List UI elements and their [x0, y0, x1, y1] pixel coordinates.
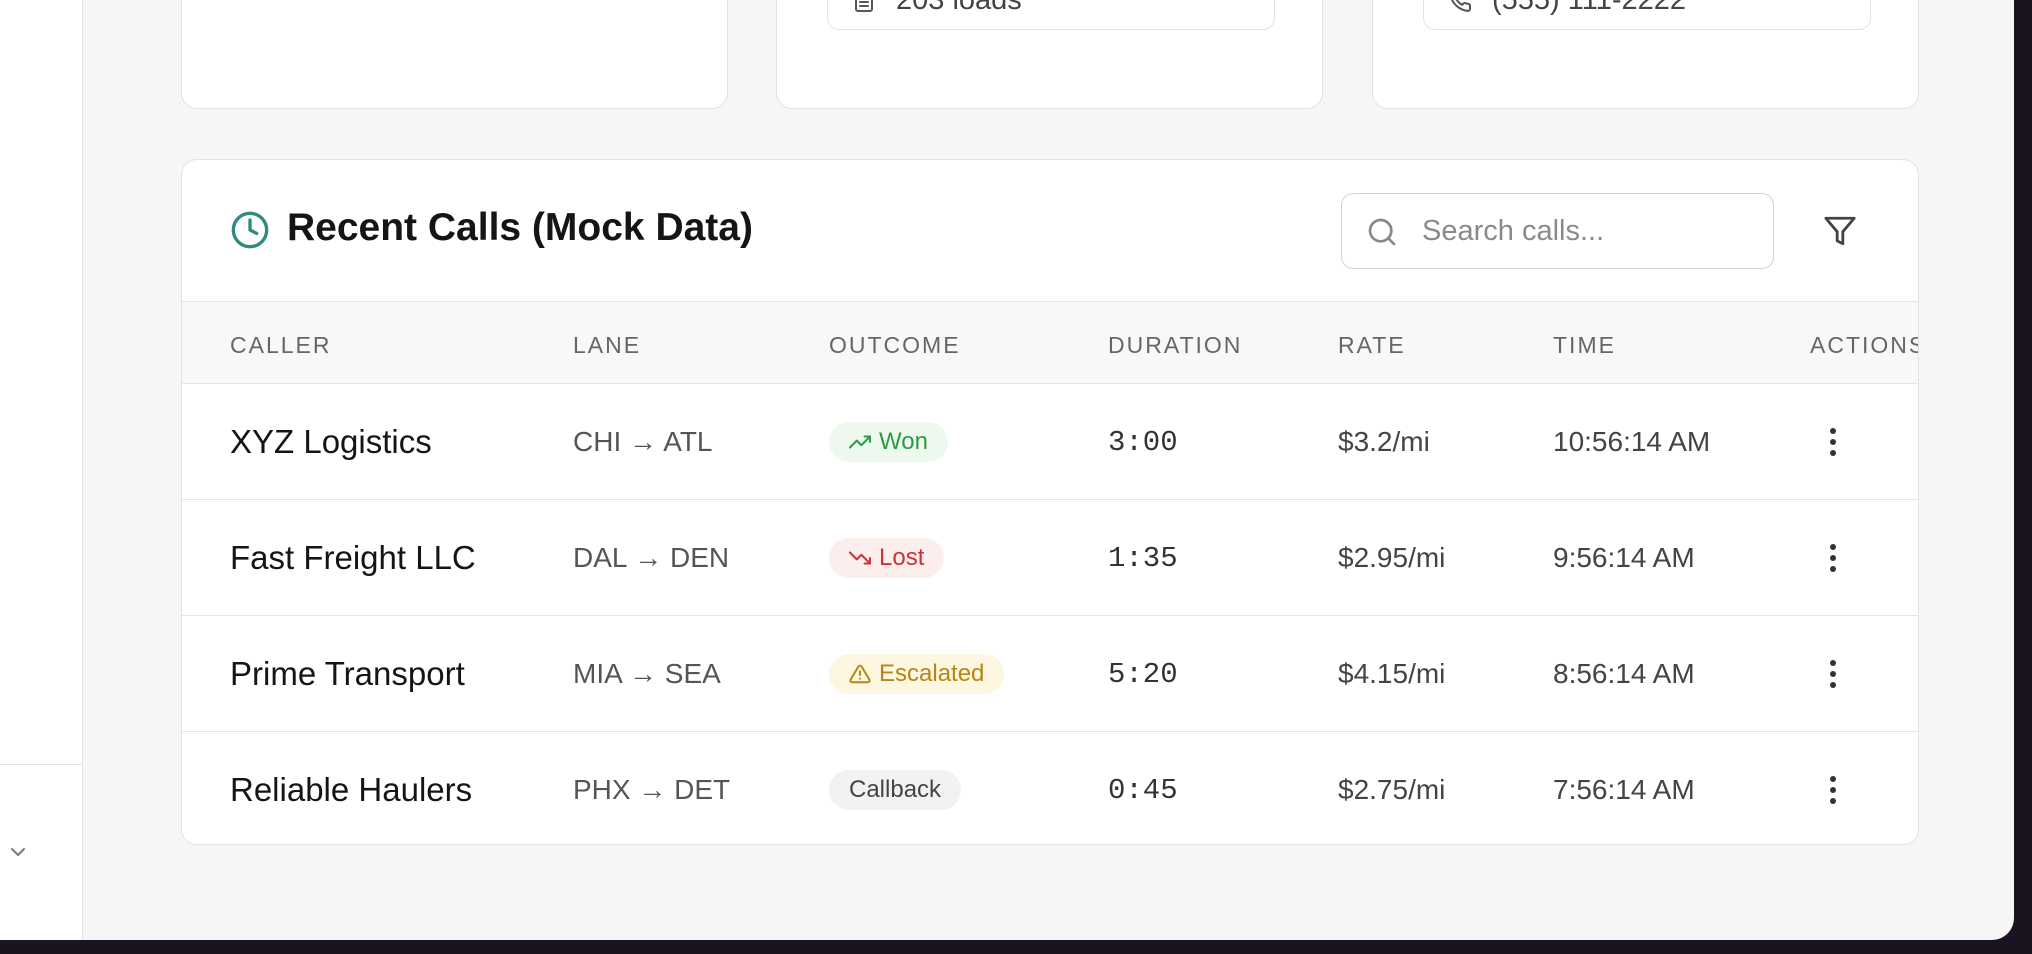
table-header: CALLER LANE OUTCOME DURATION RATE TIME A… [182, 302, 1918, 383]
column-header-duration[interactable]: DURATION [1108, 332, 1243, 358]
table-row[interactable]: Fast Freight LLC DAL → DEN Lost 1:35 $2.… [182, 499, 1918, 615]
outcome-label: Won [879, 428, 928, 455]
phone-number: (555) 111-2222 [1492, 0, 1687, 16]
duration: 1:35 [1108, 541, 1178, 575]
lane: PHX → DET [573, 774, 731, 805]
column-header-outcome[interactable]: OUTCOME [829, 332, 961, 358]
duration: 5:20 [1108, 657, 1178, 691]
duration: 0:45 [1108, 773, 1178, 807]
trending-up-icon [849, 435, 871, 449]
stat-card [181, 0, 728, 109]
lane: MIA → SEA [573, 658, 721, 689]
search-icon [1368, 218, 1396, 246]
phone-chip: (555) 111-2222 [1423, 0, 1871, 30]
more-vertical-icon[interactable] [1818, 425, 1848, 459]
recent-calls-header: Recent Calls (Mock Data) [182, 160, 1918, 302]
phone-icon [1451, 0, 1472, 12]
trending-down-icon [849, 551, 871, 565]
recent-calls-title: Recent Calls (Mock Data) [287, 206, 753, 249]
status-badge: Won [829, 422, 948, 462]
outcome-label: Lost [879, 544, 925, 571]
column-header-actions: ACTIONS [1810, 332, 1919, 358]
status-badge: Escalated [829, 654, 1005, 694]
alert-triangle-icon [849, 664, 871, 684]
column-header-time[interactable]: TIME [1553, 332, 1616, 358]
call-time: 8:56:14 AM [1553, 658, 1695, 689]
lane: DAL → DEN [573, 542, 730, 573]
call-time: 10:56:14 AM [1553, 426, 1711, 457]
search-box[interactable] [1341, 193, 1774, 269]
outcome-cell: Escalated [829, 616, 1005, 732]
call-time: 7:56:14 AM [1553, 774, 1695, 805]
search-input[interactable] [1422, 206, 1752, 256]
rate: $2.75/mi [1338, 774, 1446, 805]
table-row[interactable]: XYZ Logistics CHI → ATL Won 3:00 $3.2/mi… [182, 383, 1918, 499]
table-row[interactable]: Reliable Haulers PHX → DET Callback 0:45… [182, 731, 1918, 844]
clock-icon [231, 211, 269, 249]
rate: $2.95/mi [1338, 542, 1446, 573]
more-vertical-icon[interactable] [1818, 541, 1848, 575]
rate: $4.15/mi [1338, 658, 1446, 689]
loads-chip: 203 loads [827, 0, 1275, 30]
outcome-label: Escalated [879, 660, 985, 687]
more-vertical-icon[interactable] [1818, 773, 1848, 807]
column-header-rate[interactable]: RATE [1338, 332, 1406, 358]
stat-card: (555) 111-2222 [1372, 0, 1919, 109]
filter-icon[interactable] [1823, 214, 1857, 248]
loads-count: 203 loads [896, 0, 1022, 16]
outcome-cell: Won [829, 384, 948, 500]
sidebar [0, 0, 83, 940]
column-header-caller[interactable]: CALLER [230, 332, 332, 358]
status-badge: Lost [829, 538, 945, 578]
status-badge: Callback [829, 770, 962, 810]
column-header-lane[interactable]: LANE [573, 332, 642, 358]
outcome-label: Callback [849, 776, 942, 803]
outcome-cell: Callback [829, 732, 962, 844]
document-icon [855, 0, 873, 12]
more-vertical-icon[interactable] [1818, 657, 1848, 691]
app-window: 203 loads (555) 111-2222 Recent Calls (M… [0, 0, 2014, 940]
outcome-cell: Lost [829, 500, 945, 616]
recent-calls-card: Recent Calls (Mock Data) CALLER LANE OUT… [181, 159, 1919, 845]
caller-name: Prime Transport [230, 655, 465, 692]
chevron-down-icon[interactable] [6, 840, 30, 864]
caller-name: XYZ Logistics [230, 423, 432, 460]
duration: 3:00 [1108, 425, 1178, 459]
rate: $3.2/mi [1338, 426, 1430, 457]
table-row[interactable]: Prime Transport MIA → SEA Escalated 5:20… [182, 615, 1918, 731]
lane: CHI → ATL [573, 426, 713, 457]
caller-name: Reliable Haulers [230, 771, 473, 808]
call-time: 9:56:14 AM [1553, 542, 1695, 573]
caller-name: Fast Freight LLC [230, 539, 476, 576]
sidebar-divider [0, 764, 83, 765]
stat-card: 203 loads [776, 0, 1323, 109]
